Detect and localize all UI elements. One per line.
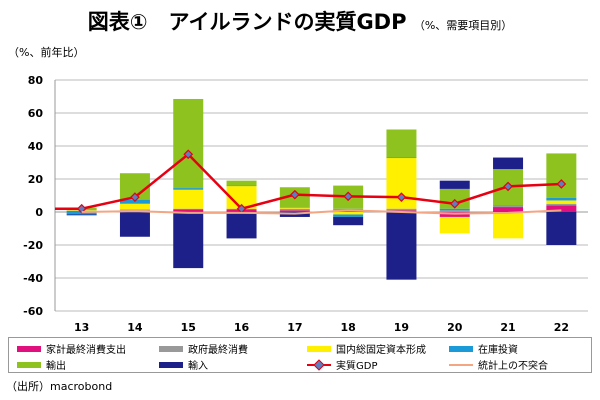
bar-segment <box>439 210 470 212</box>
y-tick-label: 60 <box>28 107 44 120</box>
bar-segment <box>439 216 470 234</box>
bar-segment <box>226 212 257 239</box>
bar-segment <box>493 205 524 206</box>
x-tick-label: 22 <box>554 321 569 334</box>
legend-swatch <box>307 345 331 352</box>
bar-segment <box>493 205 524 208</box>
bar-segment <box>546 203 577 206</box>
data-point <box>556 179 567 189</box>
legend-swatch <box>159 345 183 352</box>
y-tick-label: -60 <box>23 305 43 318</box>
bar-segment <box>546 153 577 198</box>
x-tick-label: 15 <box>181 321 196 334</box>
legend-item: 家計最終消費支出 <box>17 341 126 356</box>
bar-segment <box>226 185 257 187</box>
legend-item: 輸出 <box>17 357 66 372</box>
bar-segment <box>333 214 364 217</box>
bar-segment <box>546 205 577 212</box>
bar-segment <box>119 203 150 210</box>
legend-label: 輸出 <box>46 361 66 372</box>
bar-segment <box>173 209 204 212</box>
bar-segment <box>279 208 310 211</box>
y-tick-label: -20 <box>23 239 43 252</box>
legend-label: 輸入 <box>188 361 208 372</box>
bar-segment <box>66 214 97 216</box>
legend-item: 政府最終消費 <box>159 341 248 356</box>
bar-segment <box>226 185 257 209</box>
x-tick-label: 17 <box>287 321 302 334</box>
legend-swatch <box>449 363 473 366</box>
bar-segment <box>173 212 204 269</box>
legend-label: 在庫投資 <box>478 345 518 356</box>
bar-segment <box>173 208 204 210</box>
data-point <box>396 192 407 202</box>
chart-area: 80 60 40 20 0 -20 -40 -60 13 14 15 16 17 18 19 20 21 22 <box>23 74 588 334</box>
bar-segment <box>173 189 204 209</box>
data-point <box>449 198 460 209</box>
x-tick-label: 14 <box>127 321 143 334</box>
bar-segment <box>546 200 577 204</box>
bar-segment <box>279 210 310 212</box>
legend: 家計最終消費支出 政府最終消費 国内総固定資本形成 在庫投資輸出 輸入 実質GDP 統計上の… <box>8 337 592 373</box>
bar-segment <box>119 212 150 237</box>
bar-segment <box>386 208 417 211</box>
legend-label: 政府最終消費 <box>188 345 248 356</box>
data-point <box>290 189 300 200</box>
y-tick-label: 0 <box>35 206 43 219</box>
x-tick-label: 21 <box>500 321 515 334</box>
chart-title: 図表① アイルランドの実質GDP （%、需要項目別） <box>0 6 600 36</box>
title-text: 図表① アイルランドの実質GDP <box>87 10 407 34</box>
bar-segment <box>386 157 417 159</box>
bar-segment <box>279 207 310 209</box>
data-point <box>130 192 140 202</box>
x-tick-label: 13 <box>74 321 89 334</box>
legend-item: 実質GDP <box>307 357 377 372</box>
bar-segment <box>493 212 524 239</box>
bar-segment <box>226 180 257 186</box>
source-note: （出所）macrobond <box>6 380 113 393</box>
legend-label: 実質GDP <box>336 361 378 372</box>
legend-item: 在庫投資 <box>449 341 518 356</box>
x-tick-label: 18 <box>340 321 355 334</box>
x-tick-label: 19 <box>394 321 409 334</box>
legend-label: 統計上の不突合 <box>478 361 548 372</box>
bar-segment <box>119 209 150 211</box>
y-axis-label: （%、前年比） <box>8 46 85 59</box>
y-tick-label: -40 <box>23 272 43 285</box>
legend-swatch <box>449 345 473 352</box>
bar-segment <box>493 157 524 170</box>
y-tick-label: 80 <box>28 74 44 87</box>
legend-swatch <box>17 361 41 368</box>
legend-swatch <box>159 361 183 368</box>
bar-segment <box>173 98 204 189</box>
legend-item: 輸入 <box>159 357 208 372</box>
x-tick-label: 16 <box>234 321 250 334</box>
bar-segment <box>386 129 417 158</box>
y-tick-label: 40 <box>28 140 44 153</box>
legend-swatch <box>17 345 41 352</box>
data-point <box>76 203 87 214</box>
bar-segment <box>279 207 310 208</box>
bar-segment <box>439 208 470 211</box>
x-tick-label: 20 <box>447 321 463 334</box>
y-tick-label: 20 <box>28 173 44 186</box>
bar-segment <box>546 212 577 245</box>
bar-segment <box>439 180 470 189</box>
bar-segment <box>333 212 364 215</box>
legend-label: 家計最終消費支出 <box>46 345 126 356</box>
bar-segment <box>493 207 524 212</box>
bar-segment <box>173 188 204 190</box>
bar-segment <box>546 197 577 201</box>
legend-item: 統計上の不突合 <box>449 357 548 372</box>
legend-label: 国内総固定資本形成 <box>336 345 426 356</box>
data-point <box>503 181 513 192</box>
legend-item: 国内総固定資本形成 <box>307 341 426 356</box>
subtitle-text: （%、需要項目別） <box>413 19 513 32</box>
data-point <box>343 191 353 202</box>
data-point <box>183 149 194 160</box>
legend-swatch <box>307 358 331 371</box>
bar-segment <box>386 212 417 280</box>
series-line <box>81 209 562 215</box>
bar-segment <box>333 216 364 226</box>
